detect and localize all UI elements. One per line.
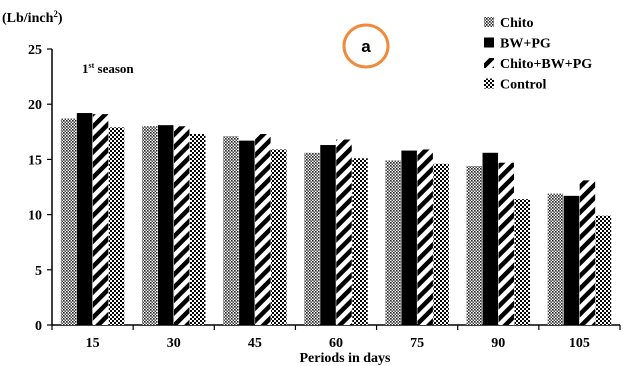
bar-chito-15 xyxy=(60,118,77,325)
bar-chito-bw-pg-90 xyxy=(498,162,515,325)
bar-chito-bw-pg-45 xyxy=(255,134,271,325)
y-tick-label: 15 xyxy=(28,153,42,168)
legend-label: BW+PG xyxy=(500,37,551,52)
legend-label: Chito+BW+PG xyxy=(500,57,592,72)
bar-bw-pg-45 xyxy=(239,140,255,325)
bar-control-45 xyxy=(271,149,287,325)
bar-bw-pg-105 xyxy=(563,195,580,325)
y-tick-label: 10 xyxy=(28,209,42,224)
x-tick-label: 15 xyxy=(86,336,100,351)
y-axis-title-sup: 2 xyxy=(53,9,58,19)
legend-swatch xyxy=(484,78,494,89)
x-tick-label: 60 xyxy=(329,336,343,351)
bar-chito-bw-pg-30 xyxy=(173,126,190,325)
bar-chito-45 xyxy=(223,136,239,325)
y-axis-title-end: ) xyxy=(58,11,63,26)
x-tick-label: 30 xyxy=(167,336,181,351)
y-axis-title-main: (Lb/inch xyxy=(2,11,54,26)
bars xyxy=(60,113,612,326)
x-axis: 15 30 45 60 75 90 105 xyxy=(51,324,621,351)
x-tick-label: 105 xyxy=(569,336,590,351)
bar-control-90 xyxy=(514,199,531,325)
bar-chito-60 xyxy=(304,152,320,325)
bar-chito-30 xyxy=(141,126,158,325)
bar-chito-75 xyxy=(385,160,401,325)
bar-control-60 xyxy=(352,158,368,325)
bar-control-15 xyxy=(108,127,125,325)
bar-bw-pg-30 xyxy=(157,125,174,326)
legend: Chito BW+PG Chito+BW+PG Control xyxy=(484,16,592,93)
bar-bw-pg-75 xyxy=(401,150,417,325)
bar-chito-105 xyxy=(547,193,564,325)
x-tick-label: 90 xyxy=(491,336,505,351)
panel-label-circle xyxy=(342,23,390,69)
x-tick-label: 45 xyxy=(248,336,262,351)
season-label-sup: st xyxy=(89,61,95,70)
bar-control-105 xyxy=(595,215,612,325)
y-axis-title: (Lb/inch2) xyxy=(2,9,63,26)
y-tick-label: 0 xyxy=(35,319,42,334)
bar-control-75 xyxy=(433,163,449,325)
bar-chito-90 xyxy=(466,166,483,325)
bar-chito-bw-pg-75 xyxy=(417,149,433,325)
y-axis: 0 5 10 15 20 25 xyxy=(28,43,53,334)
x-tick-label: 75 xyxy=(410,336,424,351)
y-tick-label: 5 xyxy=(35,264,42,279)
y-tick-label: 25 xyxy=(28,43,42,58)
legend-swatch xyxy=(484,17,494,27)
bar-chito-bw-pg-60 xyxy=(336,139,352,325)
legend-swatch xyxy=(484,58,494,68)
legend-swatch xyxy=(484,37,494,48)
season-label-number: 1 xyxy=(82,61,89,76)
season-label: 1st season xyxy=(82,61,134,76)
legend-label: Chito xyxy=(500,16,533,31)
bar-chito-bw-pg-105 xyxy=(579,180,596,325)
legend-label: Control xyxy=(500,78,547,93)
y-tick-label: 20 xyxy=(28,98,42,113)
panel-label: a xyxy=(361,37,371,56)
x-axis-title: Periods in days xyxy=(299,351,391,366)
bar-bw-pg-90 xyxy=(482,152,499,325)
bar-bw-pg-60 xyxy=(320,145,336,325)
season-label-rest: season xyxy=(94,61,134,76)
bar-bw-pg-15 xyxy=(76,113,93,325)
bar-chito-bw-pg-15 xyxy=(92,114,109,325)
bar-control-30 xyxy=(189,134,206,325)
